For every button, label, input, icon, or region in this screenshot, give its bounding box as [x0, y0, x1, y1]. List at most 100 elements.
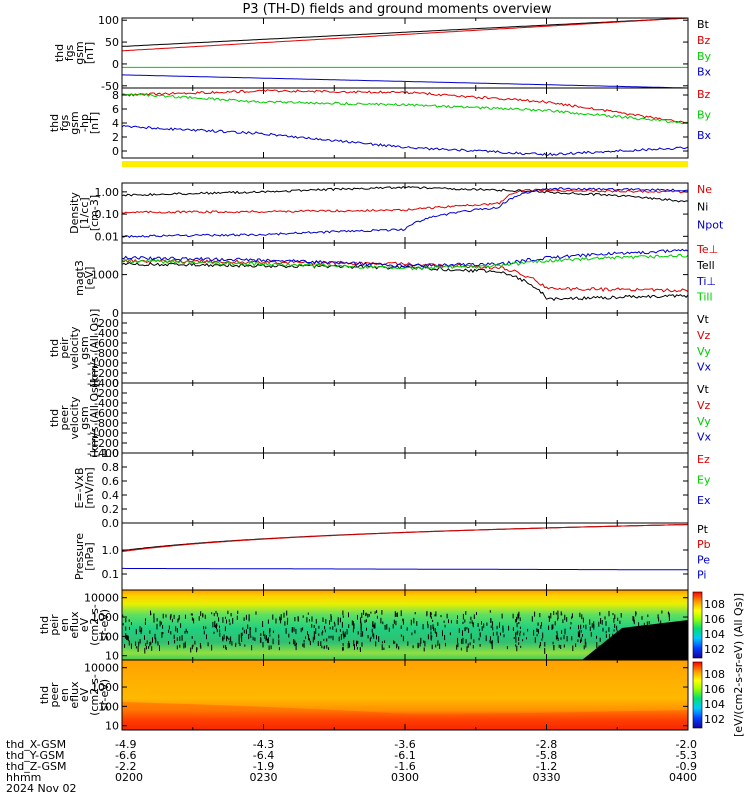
spectrogram-noise [122, 614, 124, 618]
spectrogram-noise [558, 644, 560, 648]
spectrogram-noise [542, 632, 544, 639]
spectrogram-noise [168, 625, 170, 630]
spectrogram-noise [373, 633, 375, 639]
spectrogram-noise [444, 624, 446, 628]
spectrogram-noise [245, 614, 247, 620]
spectrogram-noise [267, 638, 268, 643]
spectrogram-noise [374, 611, 376, 614]
spectrogram-noise [416, 621, 418, 626]
spectrogram-noise [564, 614, 566, 621]
spectrogram-noise [270, 645, 272, 650]
spectrogram-noise [366, 627, 367, 631]
spectrogram-noise [464, 628, 466, 631]
spectrogram-noise [303, 640, 305, 643]
spectrogram-noise [582, 617, 584, 623]
spectrogram-noise [306, 617, 308, 623]
spectrogram-noise [159, 620, 161, 627]
spectrogram-noise [295, 644, 297, 651]
spectrogram-noise [219, 629, 221, 633]
spectrogram-noise [462, 630, 463, 636]
spectrogram-noise [517, 630, 519, 634]
spectrogram-noise [427, 634, 429, 640]
spectrogram-noise [284, 621, 286, 626]
spectrogram-noise [341, 621, 343, 628]
spectrogram-noise [165, 614, 167, 618]
spectrogram-noise [523, 632, 525, 636]
spectrogram-noise [145, 645, 147, 650]
spectrogram-noise [501, 613, 503, 619]
spectrogram-noise [527, 628, 529, 632]
spectrogram-noise [272, 614, 274, 620]
spectrogram-noise [135, 646, 137, 649]
spectrogram-noise [473, 614, 475, 619]
spectrogram-noise [519, 632, 521, 637]
spectrogram-noise [382, 621, 384, 625]
spectrogram-noise [193, 618, 195, 624]
y-tick-label: 1000 [91, 269, 119, 282]
spectrogram-noise [539, 642, 541, 647]
y-tick-label: 0 [112, 145, 119, 158]
spectrogram-noise [294, 640, 296, 647]
spectrogram-noise [462, 613, 464, 620]
spectrogram-noise [216, 612, 218, 617]
spectrogram-noise [419, 642, 421, 647]
spectrogram-noise [216, 624, 217, 630]
xaxis-row-label-z: thd_Z-GSM [6, 760, 66, 773]
spectrogram-noise [614, 623, 616, 628]
spectrogram-noise [578, 624, 579, 630]
spectrogram-noise [340, 634, 342, 640]
spectrogram-noise [470, 633, 472, 640]
series-line-Pb [121, 524, 689, 553]
spectrogram-noise [148, 646, 150, 649]
panel-frame [121, 452, 689, 524]
legend-Bz: Bz [697, 88, 711, 101]
spectrogram-noise [156, 618, 158, 622]
spectrogram-noise [251, 645, 253, 651]
spectrogram-noise [566, 636, 568, 642]
spectrogram-noise [244, 644, 246, 647]
spectrogram-noise [585, 642, 587, 648]
spectrogram-noise [311, 616, 313, 622]
spectrogram-noise [427, 623, 429, 629]
spectrogram-noise [446, 613, 448, 619]
spectrogram-noise [660, 620, 662, 623]
spectrogram-noise [185, 628, 187, 632]
spectrogram-noise [604, 616, 606, 620]
spectrogram-noise [464, 619, 466, 623]
y-axis-label-line: gsm [73, 41, 86, 64]
spectrogram-noise [402, 635, 404, 642]
spectrogram-noise [435, 611, 437, 617]
spectrogram-noise [646, 621, 648, 628]
spectrogram-noise [141, 627, 143, 632]
spectrogram-noise [176, 637, 178, 641]
y-tick-label: -1200 [87, 367, 119, 380]
spectrogram-noise [315, 618, 317, 624]
spectrogram-noise [375, 641, 377, 647]
spectrogram-noise [465, 639, 467, 644]
spectrogram-noise [381, 644, 383, 651]
legend-Pb: Pb [697, 538, 711, 551]
spectrogram-noise [293, 627, 295, 632]
spectrogram-noise [563, 644, 565, 648]
spectrogram-noise [497, 640, 499, 644]
spectrogram-noise [491, 621, 493, 627]
spectrogram-noise [139, 639, 141, 644]
y-tick-label: -600 [94, 337, 119, 350]
spectrogram-noise [184, 630, 186, 634]
spectrogram-noise [533, 629, 535, 636]
spectrogram-noise [324, 645, 326, 648]
spectrogram-noise [309, 619, 310, 622]
spectrogram-noise [515, 619, 517, 623]
spectrogram-noise [224, 626, 226, 632]
spectrogram-noise [360, 632, 362, 637]
y-tick-label: -1000 [87, 357, 119, 370]
legend-Vx: Vx [697, 361, 712, 374]
legend-Npot: Npot [697, 218, 724, 231]
spectrogram-noise [580, 639, 581, 643]
spectrogram-noise [437, 640, 439, 646]
spectrogram-noise [557, 610, 559, 616]
colorbar-title-text: [eV/(cm2-s-sr-eV) (All Qs)] [732, 593, 745, 737]
spectrogram-noise [483, 623, 485, 628]
spectrogram-noise [328, 635, 330, 639]
